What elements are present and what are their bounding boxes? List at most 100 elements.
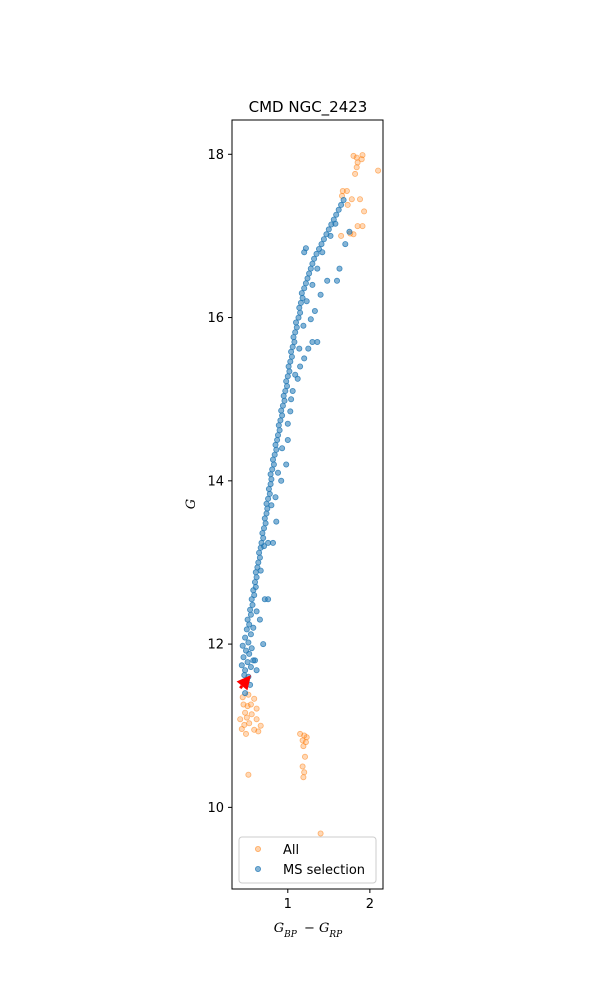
point-ms-selection-119: [289, 387, 296, 394]
y-tick-label: 14: [207, 474, 224, 489]
point-ms-selection-122: [301, 355, 308, 362]
point-ms-selection-140: [257, 567, 264, 574]
point-ms-selection-32: [256, 549, 263, 556]
point-all-14: [344, 201, 351, 208]
point-ms-selection-127: [311, 307, 318, 314]
point-ms-selection-55: [274, 436, 281, 443]
point-ms-selection-90: [307, 265, 314, 272]
point-ms-selection-16: [243, 626, 250, 633]
plot-background: [232, 120, 383, 889]
point-ms-selection-108: [256, 616, 263, 623]
point-ms-selection-125: [314, 338, 321, 345]
point-ms-selection-135: [302, 245, 309, 252]
point-ms-selection-95: [318, 241, 325, 248]
point-ms-selection-69: [286, 368, 293, 375]
point-all-0: [350, 152, 357, 159]
point-all-5: [353, 164, 360, 171]
point-ms-selection-70: [285, 363, 292, 370]
point-ms-selection-153: [319, 249, 326, 256]
point-ms-selection-54: [272, 441, 279, 448]
point-ms-selection-20: [247, 606, 254, 613]
point-all-37: [255, 728, 262, 735]
point-ms-selection-101: [333, 211, 340, 218]
point-ms-selection-154: [327, 232, 334, 239]
point-ms-selection-83: [297, 299, 304, 306]
point-ms-selection-88: [304, 275, 311, 282]
point-all-45: [300, 743, 307, 750]
point-ms-selection-91: [309, 260, 316, 267]
point-ms-selection-47: [268, 476, 275, 483]
x-tick-label: 2: [366, 897, 374, 912]
point-ms-selection-128: [317, 291, 324, 298]
point-ms-selection-111: [269, 539, 276, 546]
point-ms-selection-14: [242, 634, 249, 641]
point-ms-selection-40: [263, 510, 270, 517]
point-ms-selection-142: [268, 502, 275, 509]
point-ms-selection-42: [263, 500, 270, 507]
point-ms-selection-46: [267, 481, 274, 488]
point-ms-selection-36: [259, 530, 266, 537]
point-ms-selection-19: [247, 611, 254, 618]
point-ms-selection-81: [297, 309, 304, 316]
point-all-47: [299, 763, 306, 770]
point-ms-selection-64: [280, 392, 287, 399]
point-ms-selection-11: [248, 645, 255, 652]
point-ms-selection-93: [313, 250, 320, 257]
point-all-31: [253, 716, 260, 723]
point-ms-selection-126: [307, 316, 314, 323]
point-all-13: [361, 208, 368, 215]
y-tick-label: 18: [207, 148, 224, 163]
legend: All MS selection: [238, 836, 377, 884]
point-ms-selection-133: [346, 228, 353, 235]
legend-box: [238, 836, 377, 884]
point-ms-selection-155: [332, 220, 339, 227]
point-ms-selection-35: [260, 535, 267, 542]
point-ms-selection-15: [247, 631, 254, 638]
point-all-27: [242, 709, 249, 716]
point-ms-selection-43: [265, 495, 272, 502]
legend-label-ms-selection: MS selection: [283, 863, 365, 878]
point-ms-selection-137: [242, 690, 249, 697]
point-ms-selection-73: [288, 348, 295, 355]
point-ms-selection-44: [266, 490, 273, 497]
point-ms-selection-105: [253, 667, 260, 674]
point-all-30: [243, 714, 250, 721]
legend-label-all: All: [283, 843, 299, 858]
chart-title: CMD NGC_2423: [249, 98, 368, 117]
point-ms-selection-139: [253, 608, 260, 615]
point-ms-selection-13: [245, 639, 252, 646]
point-ms-selection-98: [325, 226, 332, 233]
point-ms-selection-79: [292, 319, 299, 326]
legend-marker-ms-selection: [254, 866, 261, 873]
point-ms-selection-138: [250, 624, 257, 631]
point-ms-selection-68: [284, 373, 291, 380]
point-all-1: [353, 154, 360, 161]
point-ms-selection-23: [251, 592, 258, 599]
point-ms-selection-150: [303, 298, 310, 305]
point-all-38: [242, 730, 249, 737]
point-ms-selection-26: [251, 579, 258, 586]
point-ms-selection-30: [255, 559, 262, 566]
point-all-35: [238, 726, 245, 733]
point-all-26: [253, 705, 260, 712]
point-all-16: [359, 223, 366, 230]
point-ms-selection-86: [301, 285, 308, 292]
point-ms-selection-80: [295, 314, 302, 321]
point-ms-selection-131: [336, 265, 343, 272]
point-all-43: [299, 737, 306, 744]
point-ms-selection-48: [267, 471, 274, 478]
point-ms-selection-87: [302, 280, 309, 287]
point-ms-selection-49: [269, 466, 276, 473]
point-ms-selection-8: [240, 654, 247, 661]
point-ms-selection-145: [284, 420, 291, 427]
arrow-head: [236, 675, 251, 691]
point-ms-selection-78: [293, 324, 300, 331]
point-ms-selection-67: [283, 378, 290, 385]
point-all-15: [354, 223, 361, 230]
point-ms-selection-143: [274, 469, 281, 476]
point-all-28: [248, 711, 255, 718]
point-ms-selection-51: [269, 456, 276, 463]
point-ms-selection-10: [242, 647, 249, 654]
point-ms-selection-147: [292, 371, 299, 378]
